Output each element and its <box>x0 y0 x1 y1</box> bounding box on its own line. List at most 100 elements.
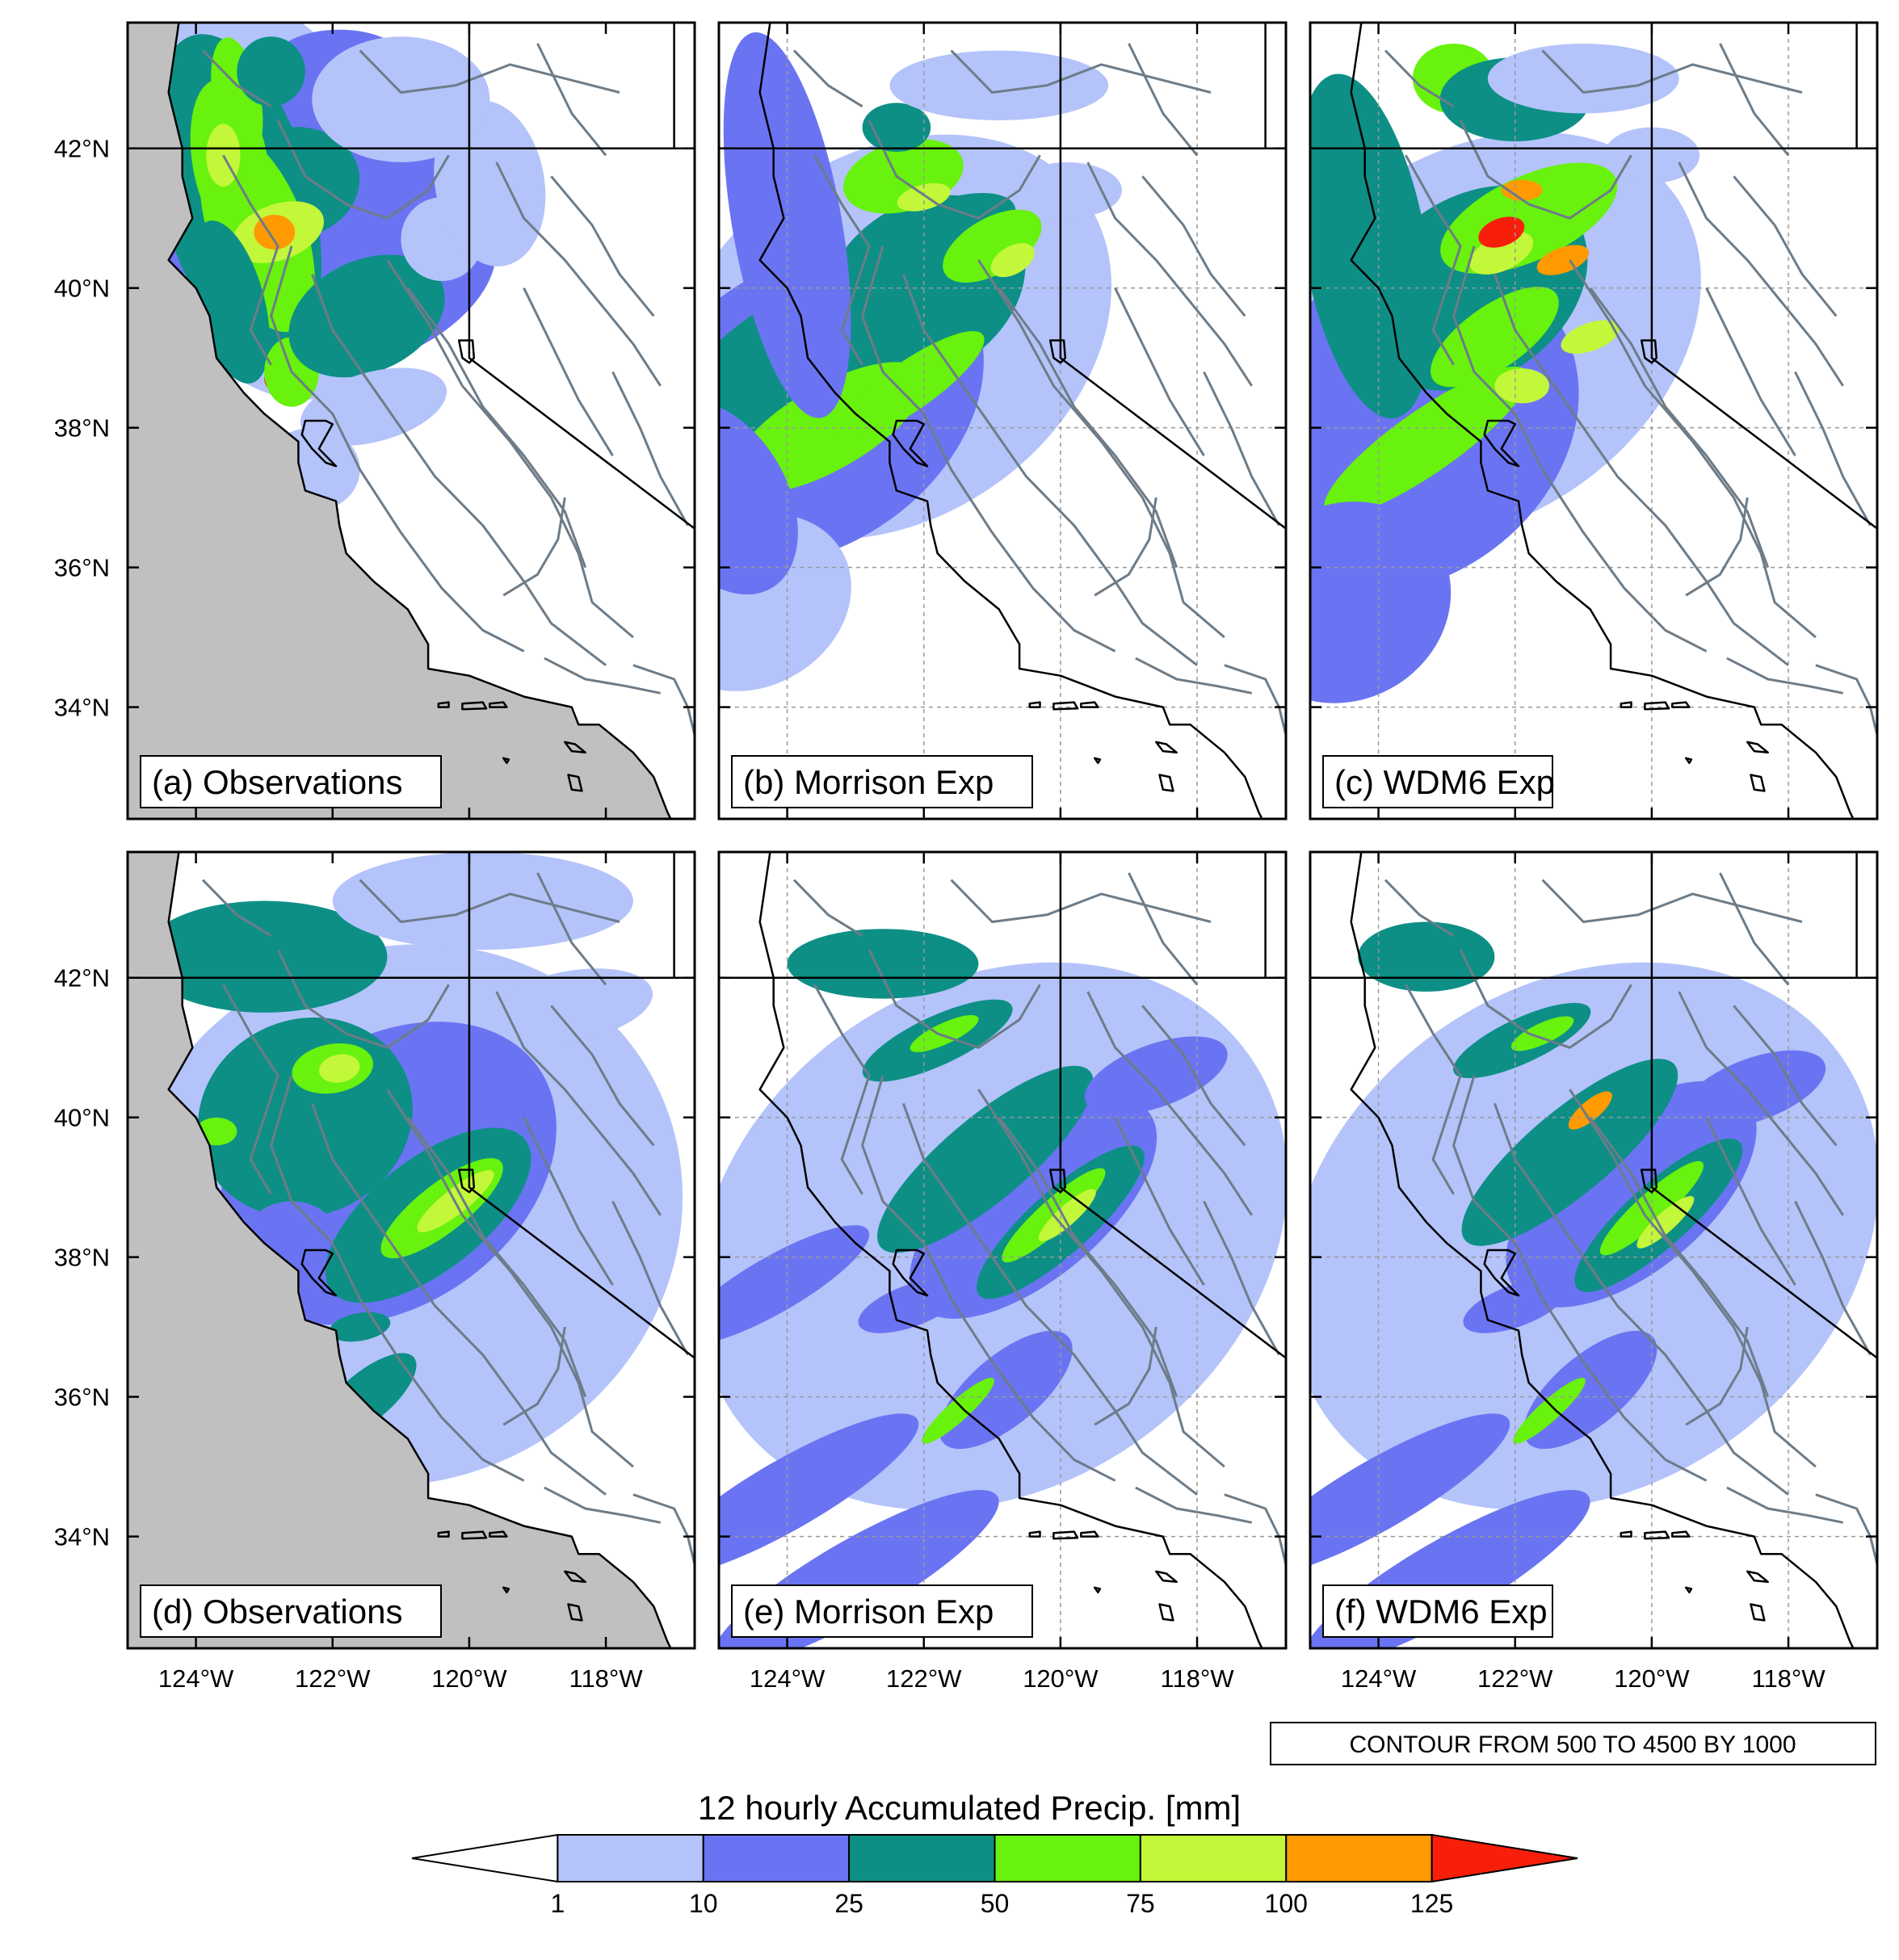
terrain-contour <box>1086 162 1253 387</box>
terrain-contour <box>901 1102 1198 1496</box>
lon-tick-label: 122°W <box>886 1664 962 1693</box>
terrain-contour <box>1705 1117 1796 1286</box>
terrain-contour <box>1135 657 1252 695</box>
colorbar-segment <box>1431 1833 1578 1883</box>
precip-area <box>939 1330 1073 1450</box>
channel-island <box>1746 1570 1769 1584</box>
precip-area <box>1310 502 1452 703</box>
contour-note: CONTOUR FROM 500 TO 4500 BY 1000 <box>1270 1722 1876 1765</box>
terrain-contours <box>1384 872 1877 1565</box>
terrain-contour <box>998 1116 1178 1398</box>
ticks <box>719 852 1286 1648</box>
colorbar-tick-label: 75 <box>1126 1889 1155 1918</box>
panel-label: (a) Observations <box>140 755 442 808</box>
terrain-contour <box>792 879 863 938</box>
terrain-contour <box>310 1102 607 1496</box>
precip-area <box>312 36 490 162</box>
channel-island <box>1052 701 1079 711</box>
lake-tahoe <box>1640 1169 1658 1194</box>
terrain-contour <box>222 984 279 1195</box>
precip-area <box>490 968 653 1043</box>
colorbar-tick-label: 25 <box>834 1889 863 1918</box>
colorbar-segment <box>411 1833 559 1883</box>
channel-island <box>1093 757 1102 765</box>
terrain-contour <box>1685 497 1749 597</box>
lat-tick-label: 40°N <box>54 1104 110 1132</box>
precip-area <box>1461 1059 1678 1246</box>
axis-labels: 42°N 40°N 38°N 36°N 34°N 42°N 40°N 38°N 36°N 34°N… <box>54 135 1826 1693</box>
precip-area <box>1683 1050 1826 1129</box>
precip-area <box>1561 320 1620 355</box>
colorbar: 12 hourly Accumulated Precip. [mm] 1 10 25… <box>411 1789 1578 1918</box>
terrain-contour <box>632 1493 695 1565</box>
terrain-contour <box>201 879 272 938</box>
lon-tick-label: 118°W <box>1161 1664 1235 1693</box>
precip-area <box>910 1014 979 1052</box>
lake-tahoe <box>1048 1169 1067 1194</box>
terrain-contour <box>1733 175 1838 317</box>
ca-nv-border <box>1650 852 1877 1360</box>
channel-island <box>564 741 586 754</box>
precip-area <box>288 254 445 378</box>
channel-island <box>1052 1530 1079 1540</box>
colorbar-segment <box>994 1834 1141 1882</box>
precip-area <box>858 1278 963 1333</box>
terrain-contour <box>998 287 1178 569</box>
terrain-contour <box>1733 1005 1838 1147</box>
terrain-contour <box>406 1116 587 1398</box>
precip-area <box>237 36 305 107</box>
panel-frame <box>1309 21 1879 821</box>
terrain-contour <box>1678 162 1844 387</box>
precip-field <box>719 929 1286 1648</box>
precip-area <box>872 193 1016 271</box>
sf-bay <box>300 1249 338 1297</box>
lon-tick-label: 120°W <box>1023 1664 1099 1693</box>
terrain-contour <box>222 154 279 366</box>
colorbar-tick-label: 10 <box>689 1889 718 1918</box>
precip-area <box>719 1225 870 1345</box>
colorbar-segment <box>557 1834 704 1882</box>
lake-tahoe <box>457 1169 476 1194</box>
channel-island <box>437 1530 450 1538</box>
terrain-contour <box>201 49 272 108</box>
panel-frame <box>717 850 1288 1650</box>
channel-island <box>1644 701 1670 711</box>
precip-area <box>1478 216 1525 248</box>
terrain-contour <box>1794 371 1872 527</box>
terrain-contour <box>386 259 634 639</box>
precip-field <box>128 23 546 512</box>
terrain-contour <box>611 1200 689 1356</box>
channel-island <box>1080 1530 1099 1538</box>
terrain-contour <box>1705 287 1796 456</box>
precip-area <box>1358 921 1495 992</box>
precip-area <box>787 929 979 999</box>
colorbar-tick-label: 1 <box>550 1889 565 1918</box>
terrain-contour <box>901 273 1198 666</box>
channel-island <box>564 1570 586 1584</box>
map-panel-6: (f) WDM6 Exp <box>1309 850 1879 1650</box>
terrain-contour <box>1384 879 1455 938</box>
coastline <box>167 852 672 1648</box>
terrain-contours <box>201 43 695 736</box>
precip-area <box>943 209 1042 283</box>
terrain-contours <box>1384 43 1877 736</box>
ticks <box>128 23 695 819</box>
colorbar-segment <box>1139 1834 1288 1882</box>
lon-tick-label: 124°W <box>750 1664 826 1693</box>
map-panel-4: (d) Observations <box>126 850 696 1650</box>
terrain-contour <box>1541 49 1803 94</box>
terrain-contour <box>1224 1493 1286 1565</box>
precip-area <box>1523 1330 1657 1450</box>
terrain-contour <box>1493 1102 1789 1496</box>
lon-tick-label: 120°W <box>1614 1664 1690 1693</box>
lat-tick-label: 34°N <box>54 694 110 722</box>
coastline <box>1350 852 1855 1648</box>
map-panel-1: (a) Observations <box>126 21 696 821</box>
ca-nv-border <box>468 852 695 1360</box>
precip-area <box>1310 73 1433 419</box>
panel-label-text: (e) Morrison Exp <box>743 1593 994 1631</box>
terrain-contour <box>550 1005 655 1147</box>
precip-area <box>889 50 1109 120</box>
terrain-contour <box>1452 1075 1708 1482</box>
lat-tick-label: 42°N <box>54 964 110 993</box>
